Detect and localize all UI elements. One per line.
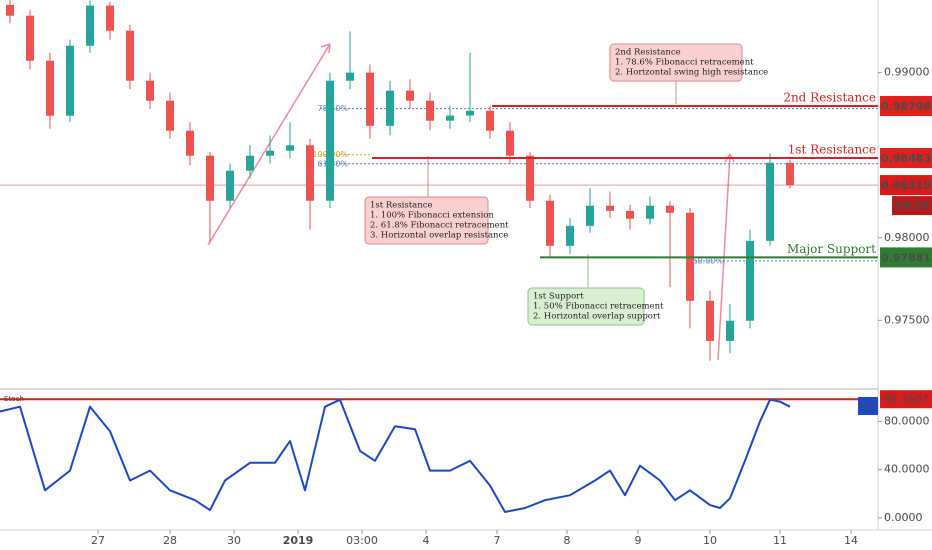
candle-body <box>526 155 534 201</box>
candle-body <box>406 90 414 101</box>
level-name: 2nd Resistance <box>783 90 876 104</box>
x-tick-label: 03:00 <box>346 534 378 547</box>
candle-body <box>366 72 374 126</box>
candle-body <box>786 162 794 186</box>
y-tick-label: 0.0000 <box>884 511 923 524</box>
candle-body <box>6 4 14 16</box>
candle-body <box>226 170 234 201</box>
candle-body <box>146 80 154 101</box>
level-name: Major Support <box>787 242 876 256</box>
note-text: 1. 78.6% Fibonacci retracement <box>615 58 754 68</box>
level-name: 1st Resistance <box>788 143 876 157</box>
x-tick-label: 27 <box>91 534 105 547</box>
note-text: 3. Horizontal overlap resistance <box>370 231 508 241</box>
x-tick-label: 30 <box>227 534 241 547</box>
note-text: 1st Resistance <box>370 201 433 211</box>
candle-body <box>766 162 774 241</box>
arrow-head <box>320 43 331 54</box>
candle-body <box>386 90 394 126</box>
candle-body <box>646 205 654 219</box>
candle-body <box>466 110 474 116</box>
candle-body <box>206 155 214 201</box>
y-tick-label: 0.99000 <box>884 66 930 79</box>
note-text: 2. Horizontal overlap support <box>533 312 661 322</box>
level-price-label: 0.98798 <box>881 100 931 113</box>
candle-body <box>26 15 34 61</box>
candle-body <box>106 5 114 31</box>
x-tick-label: 2019 <box>283 534 314 547</box>
level-price-label: 0.97881 <box>881 251 931 264</box>
candle-body <box>726 320 734 341</box>
x-tick-label: 9 <box>635 534 642 547</box>
candle-body <box>586 205 594 226</box>
x-tick-label: 4 <box>423 534 430 547</box>
note-text: 2nd Resistance <box>615 48 681 58</box>
x-tick-label: 7 <box>494 534 501 547</box>
candle-body <box>506 130 514 156</box>
candle-body <box>166 100 174 131</box>
x-tick-label: 28 <box>163 534 177 547</box>
x-tick-label: 8 <box>564 534 571 547</box>
legend-box <box>858 397 878 415</box>
note-text: 1st Support <box>533 292 584 302</box>
candle-body <box>326 80 334 201</box>
x-tick-label: 14 <box>844 534 858 547</box>
level-price-box <box>880 247 932 268</box>
candle-body <box>346 72 354 81</box>
level-value-box <box>880 390 932 409</box>
note-box <box>527 287 645 326</box>
note-box <box>364 196 489 245</box>
price-label: 0.98319 <box>881 179 931 192</box>
candle-body <box>706 300 714 341</box>
y-tick-label: 40.0000 <box>884 463 930 476</box>
candle-body <box>86 5 94 46</box>
candle-body <box>46 60 54 116</box>
x-tick-label: 11 <box>773 534 787 547</box>
level-price-box <box>880 148 932 169</box>
countdown-box <box>892 196 932 216</box>
candle-body <box>626 210 634 219</box>
note-text: 2. Horizontal swing high resistance <box>615 68 768 78</box>
candle-body <box>666 205 674 213</box>
candle-body <box>266 150 274 156</box>
candle-body <box>446 115 454 121</box>
candle-body <box>746 240 754 321</box>
x-tick-label: 10 <box>703 534 717 547</box>
price-box <box>880 175 932 196</box>
y-tick-label: 80.0000 <box>884 414 930 427</box>
countdown-label: 19:26 <box>894 199 929 212</box>
candle-body <box>566 225 574 246</box>
trend-arrow <box>207 43 331 246</box>
candle-body <box>546 200 554 246</box>
candle-body <box>246 155 254 171</box>
note-text: 1. 100% Fibonacci extension <box>370 211 494 221</box>
level-value-label: 98.3607 <box>883 393 929 406</box>
candle-body <box>486 110 494 131</box>
candle-body <box>286 145 294 151</box>
candle-body <box>426 100 434 121</box>
level-price-box <box>880 95 932 116</box>
level-price-label: 0.98483 <box>881 152 931 165</box>
candle-body <box>306 145 314 201</box>
legend-label: %D <box>859 400 878 413</box>
candle-body <box>126 30 134 81</box>
candle-body <box>186 130 194 156</box>
note-text: 2. 61.8% Fibonacci retracement <box>370 221 509 231</box>
note-box <box>609 43 743 82</box>
y-tick-label: 0.98000 <box>884 231 930 244</box>
candle-body <box>606 205 614 211</box>
note-text: 1. 50% Fibonacci retracement <box>533 302 664 312</box>
stoch-line <box>0 398 791 513</box>
candle-body <box>66 45 74 116</box>
y-tick-label: 0.97500 <box>884 313 930 326</box>
fib-label: 50.00% <box>692 256 723 265</box>
